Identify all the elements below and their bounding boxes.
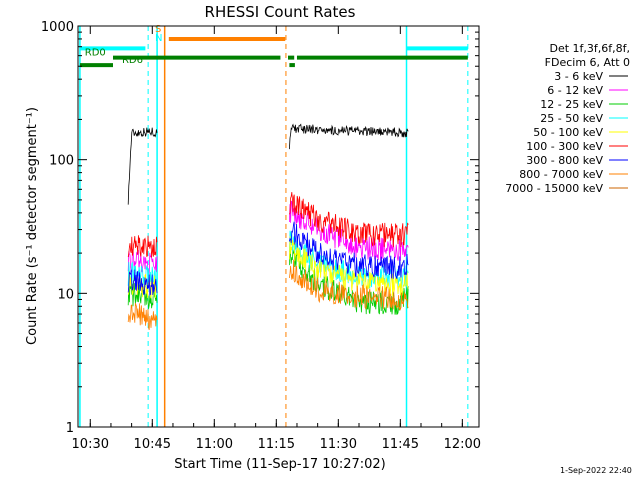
series-line-4-1	[289, 236, 409, 297]
series-line-7-0	[127, 302, 158, 331]
x-tick-label-3: 11:15	[258, 437, 295, 452]
annotation-3: N	[155, 33, 162, 44]
x-tick-label-6: 12:00	[444, 437, 481, 452]
legend-label-4: 50 - 100 keV	[533, 126, 603, 139]
plot-timestamp: 1-Sep-2022 22:40	[560, 466, 632, 475]
series-line-6-1	[289, 221, 409, 279]
x-tick-label-2: 11:00	[196, 437, 233, 452]
x-axis-label: Start Time (11-Sep-17 10:27:02)	[174, 457, 385, 472]
x-tick-label-0: 10:30	[72, 437, 109, 452]
series-line-5-0	[127, 235, 158, 258]
legend-label-3: 25 - 50 keV	[540, 112, 603, 125]
series-line-1-1	[289, 200, 409, 261]
series-line-6-0	[127, 269, 158, 296]
y-tick-label-1: 10	[57, 287, 74, 302]
legend-label-8: 7000 - 15000 keV	[505, 182, 603, 195]
legend-label-5: 100 - 300 keV	[526, 140, 603, 153]
x-tick-label-1: 10:45	[134, 437, 171, 452]
legend-label-7: 800 - 7000 keV	[519, 168, 603, 181]
legend-label-0: 3 - 6 keV	[554, 70, 603, 83]
plot-frame	[77, 25, 480, 428]
legend-label-6: 300 - 800 keV	[526, 154, 603, 167]
series-line-0-0	[127, 127, 158, 205]
legend-header-0: Det 1f,3f,6f,8f,	[549, 42, 630, 55]
x-tick-label-4: 11:30	[320, 437, 357, 452]
annotation-2: S	[155, 24, 161, 35]
y-tick-label-3: 1000	[41, 20, 74, 35]
x-tick-label-5: 11:45	[382, 437, 419, 452]
legend-header-1: FDecim 6, Att 0	[545, 56, 630, 69]
y-axis-label: Count Rate (s⁻¹ detector segment⁻¹)	[25, 107, 40, 345]
y-tick-label-2: 100	[49, 154, 74, 169]
series-line-5-1	[289, 191, 409, 248]
series-line-0-1	[289, 123, 409, 150]
legend-label-2: 12 - 25 keV	[540, 98, 603, 111]
chart-title: RHESSI Count Rates	[205, 3, 356, 21]
y-tick-label-0: 1	[66, 421, 74, 436]
series-line-7-1	[289, 259, 409, 311]
annotation-1: RD6	[122, 55, 143, 66]
annotation-0: RD0	[85, 48, 106, 59]
legend-label-1: 6 - 12 keV	[547, 84, 603, 97]
